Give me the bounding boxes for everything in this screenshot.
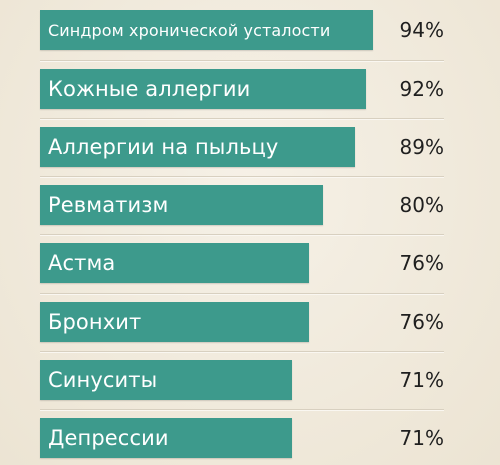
category-label: Бронхит bbox=[48, 310, 142, 334]
value-label: 89% bbox=[399, 135, 444, 159]
value-label: 76% bbox=[399, 310, 444, 334]
bar: Кожные аллергии bbox=[40, 69, 366, 109]
row-divider bbox=[40, 176, 444, 178]
row-divider bbox=[40, 409, 444, 411]
bar: Бронхит bbox=[40, 302, 309, 342]
bar: Ревматизм bbox=[40, 185, 323, 225]
bar: Астма bbox=[40, 243, 309, 283]
row-divider bbox=[40, 60, 444, 62]
category-label: Депрессии bbox=[48, 426, 169, 450]
row-divider bbox=[40, 351, 444, 353]
category-label: Синуситы bbox=[48, 368, 158, 392]
category-label: Кожные аллергии bbox=[48, 77, 251, 101]
category-label: Астма bbox=[48, 251, 116, 275]
value-label: 80% bbox=[399, 193, 444, 217]
row-divider bbox=[40, 293, 444, 295]
row-divider bbox=[40, 118, 444, 120]
bar: Депрессии bbox=[40, 418, 292, 458]
value-label: 71% bbox=[399, 426, 444, 450]
bar: Аллергии на пыльцу bbox=[40, 127, 355, 167]
value-label: 94% bbox=[399, 18, 444, 42]
bar: Синдром хронической усталости bbox=[40, 10, 373, 50]
category-label: Аллергии на пыльцу bbox=[48, 135, 279, 159]
row-divider bbox=[40, 234, 444, 236]
category-label: Ревматизм bbox=[48, 193, 169, 217]
value-label: 76% bbox=[399, 251, 444, 275]
value-label: 92% bbox=[399, 77, 444, 101]
category-label: Синдром хронической усталости bbox=[48, 20, 331, 40]
bar: Синуситы bbox=[40, 360, 292, 400]
value-label: 71% bbox=[399, 368, 444, 392]
